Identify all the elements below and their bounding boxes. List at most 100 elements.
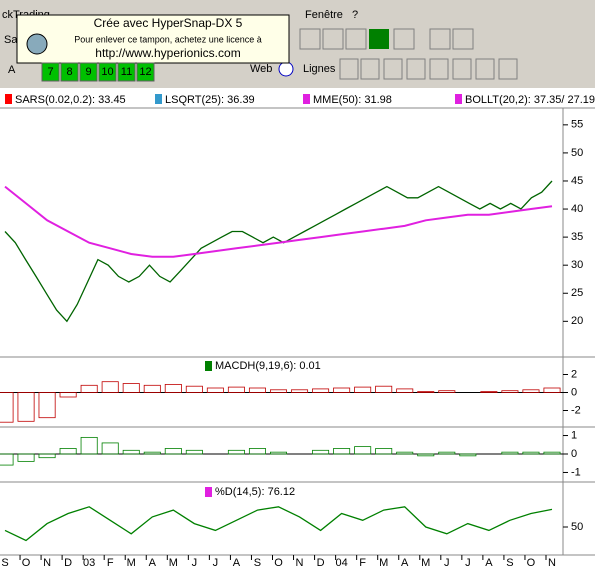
y-tick-label: 55 — [571, 119, 583, 131]
x-tick-label: A — [401, 557, 409, 569]
tool-button[interactable] — [393, 28, 415, 50]
bar — [269, 389, 288, 393]
series-line — [4, 180, 553, 323]
number-button[interactable] — [60, 62, 79, 82]
menu-item[interactable]: Fenêtre — [305, 9, 343, 21]
x-tick-label: N — [548, 557, 556, 569]
tool-button[interactable] — [452, 28, 474, 50]
bar — [333, 448, 351, 455]
series-line — [4, 506, 553, 542]
y-tick-label: 25 — [571, 287, 583, 299]
x-tick-label: M — [421, 557, 430, 569]
tool-button[interactable] — [475, 58, 495, 80]
bar — [80, 436, 98, 455]
bar — [354, 446, 372, 455]
bar — [459, 453, 477, 457]
number-label[interactable]: 8 — [66, 66, 72, 78]
tool-button[interactable] — [345, 28, 367, 50]
tool-button[interactable] — [406, 58, 426, 80]
bar — [185, 385, 203, 393]
bar — [375, 385, 393, 393]
x-tick-label: M — [169, 557, 178, 569]
bar — [164, 448, 182, 455]
x-tick-label: A — [485, 557, 493, 569]
toolbar-text: Sa — [4, 34, 18, 46]
number-button[interactable] — [117, 62, 136, 82]
number-label[interactable]: 10 — [101, 66, 113, 78]
number-button[interactable] — [136, 62, 155, 82]
menu-item[interactable]: ? — [352, 9, 358, 21]
bar — [122, 383, 140, 393]
y-tick-label: 0 — [571, 386, 577, 398]
bar — [17, 453, 35, 462]
bar — [143, 384, 161, 393]
bar — [248, 387, 266, 393]
panel-title: %D(14,5): 76.12 — [215, 486, 295, 498]
bar — [375, 448, 393, 455]
x-tick-label: O — [22, 557, 31, 569]
bar — [101, 381, 119, 393]
web-icon[interactable] — [278, 61, 294, 77]
legend-swatch — [455, 94, 462, 104]
watermark-url: http://www.hyperionics.com — [95, 46, 240, 60]
bar — [396, 451, 414, 455]
x-tick-label: D — [317, 557, 325, 569]
legend-swatch — [303, 94, 310, 104]
x-tick-label: J — [213, 557, 219, 569]
y-tick-label: 50 — [571, 521, 583, 533]
legend-label: BOLLT(20,2): 37.35/ 27.19 — [465, 94, 595, 106]
bar — [38, 392, 56, 419]
number-label[interactable]: 7 — [47, 66, 53, 78]
series-line — [4, 185, 553, 258]
number-label[interactable]: 12 — [139, 66, 151, 78]
tool-button[interactable] — [498, 58, 518, 80]
bar — [38, 453, 56, 459]
watermark: Crée avec HyperSnap-DX 5 Pour enlever ce… — [16, 14, 290, 64]
tool-button[interactable] — [383, 58, 403, 80]
tool-buttons — [299, 28, 518, 80]
legend-label: MME(50): 31.98 — [313, 94, 392, 106]
bar — [122, 449, 140, 455]
y-tick-label: 45 — [571, 175, 583, 187]
tool-button[interactable] — [339, 58, 359, 80]
bar — [501, 451, 519, 455]
bar — [480, 391, 498, 393]
number-button[interactable] — [79, 62, 98, 82]
bar — [17, 392, 35, 422]
toolbar-text: A — [8, 64, 16, 76]
number-label[interactable]: 9 — [85, 66, 91, 78]
legend-label: SARS(0.02,0.2): 33.45 — [15, 94, 126, 106]
legend-swatch — [5, 94, 12, 104]
x-tick-label: S — [254, 557, 261, 569]
y-tick-label: 30 — [571, 259, 583, 271]
number-button[interactable] — [41, 62, 60, 82]
bar — [543, 451, 561, 455]
y-tick-label: 1 — [571, 429, 577, 441]
legend-swatch — [205, 361, 212, 371]
tool-button[interactable] — [429, 58, 449, 80]
tool-button[interactable] — [452, 58, 472, 80]
x-tick-label: J — [444, 557, 450, 569]
lines-label: Lignes — [303, 63, 336, 75]
bar — [227, 449, 245, 455]
bar — [101, 442, 119, 455]
tool-button[interactable] — [299, 28, 321, 50]
number-label[interactable]: 11 — [121, 66, 132, 78]
tool-button[interactable] — [429, 28, 451, 50]
y-tick-label: 35 — [571, 231, 583, 243]
tool-button[interactable] — [322, 28, 344, 50]
watermark-text: Pour enlever ce tampon, achetez une lice… — [74, 34, 262, 44]
x-tick-label: A — [149, 557, 157, 569]
y-tick-label: -2 — [571, 404, 581, 416]
bar — [269, 451, 288, 455]
x-tick-label: A — [233, 557, 241, 569]
bar — [164, 383, 182, 393]
number-button[interactable] — [98, 62, 117, 82]
tool-button[interactable] — [369, 29, 389, 49]
x-tick-label: O — [527, 557, 536, 569]
tool-button[interactable] — [360, 58, 380, 80]
bar — [333, 387, 351, 393]
bar — [0, 453, 14, 466]
web-button[interactable]: Web — [250, 63, 272, 75]
